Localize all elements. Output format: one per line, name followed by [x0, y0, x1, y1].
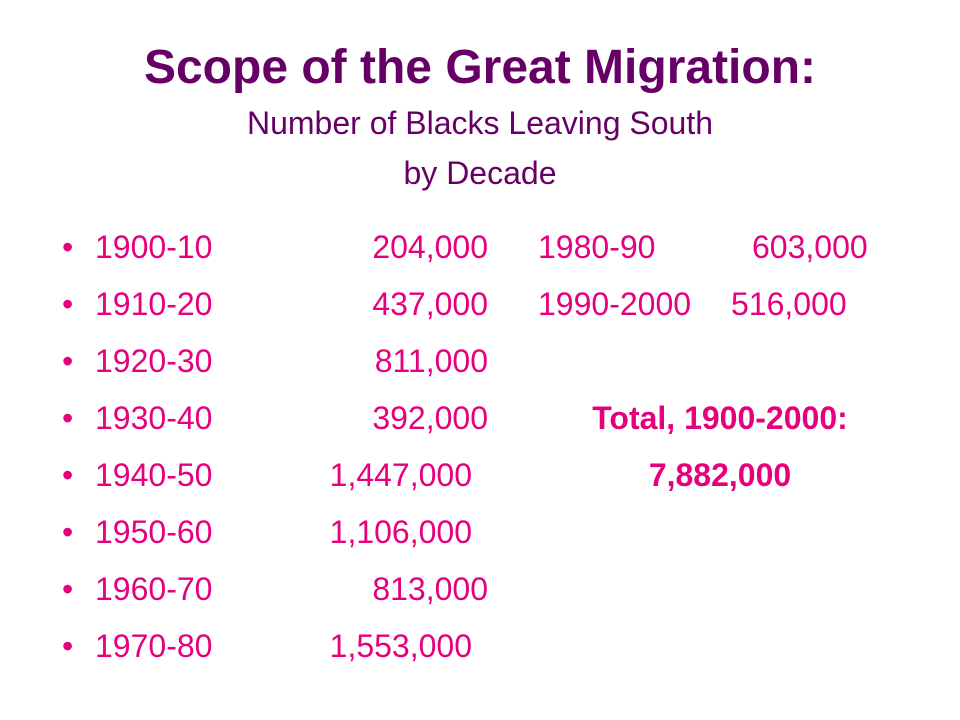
total-value: 7,882,000 [648, 457, 792, 493]
bullet-icon: • [62, 571, 74, 607]
list-item: 1980-90 [538, 225, 655, 269]
decade-label: 1920-30 [95, 343, 213, 379]
title-subtitle-line-2: by Decade [403, 155, 557, 191]
migrant-count: 204,000 [372, 229, 488, 265]
list-item: 1990-2000 [538, 282, 691, 326]
migrant-count: 603,000 [752, 229, 868, 265]
list-item: 603,000 [752, 225, 868, 269]
decade-label: 1990-2000 [538, 286, 692, 322]
title-subtitle-line-1: Number of Blacks Leaving South [246, 105, 714, 141]
decade-label: 1910-20 [95, 286, 213, 322]
bullet-icon: • [62, 457, 74, 493]
migrant-count: 1,447,000 [329, 457, 472, 493]
decade-label: 1900-10 [95, 229, 213, 265]
migrant-count: 811,000 [374, 343, 488, 379]
bullet-icon: • [62, 229, 74, 265]
list-item: 516,000 [731, 282, 847, 326]
slide-title: Scope of the Great Migration: Number of … [0, 38, 960, 198]
total-label: Total, 1900-2000: [592, 400, 848, 436]
migrant-count: 437,000 [372, 286, 488, 322]
decade-label: 1970-80 [95, 628, 213, 664]
decade-label: 1960-70 [95, 571, 213, 607]
decade-label: 1930-40 [95, 400, 213, 436]
bullet-icon: • [62, 514, 74, 550]
migrant-count: 1,553,000 [329, 628, 472, 664]
bullet-icon: • [62, 343, 74, 379]
migrant-count: 392,000 [372, 400, 488, 436]
decade-label: 1940-50 [95, 457, 213, 493]
migrant-count: 516,000 [731, 286, 847, 322]
migrant-count: 1,106,000 [329, 514, 472, 550]
bullet-icon: • [62, 400, 74, 436]
decade-label: 1980-90 [538, 229, 656, 265]
title-main: Scope of the Great Migration: [143, 41, 817, 94]
migrant-count: 813,000 [372, 571, 488, 607]
bullet-icon: • [62, 286, 74, 322]
bullet-icon: • [62, 628, 74, 664]
decade-label: 1950-60 [95, 514, 213, 550]
